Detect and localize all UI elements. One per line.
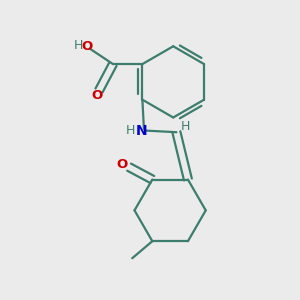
- Text: O: O: [91, 89, 102, 103]
- Text: O: O: [81, 40, 92, 52]
- Text: N: N: [136, 124, 147, 138]
- Text: H: H: [180, 120, 190, 133]
- Text: H: H: [126, 124, 136, 137]
- Text: O: O: [117, 158, 128, 171]
- Text: H: H: [74, 39, 84, 52]
